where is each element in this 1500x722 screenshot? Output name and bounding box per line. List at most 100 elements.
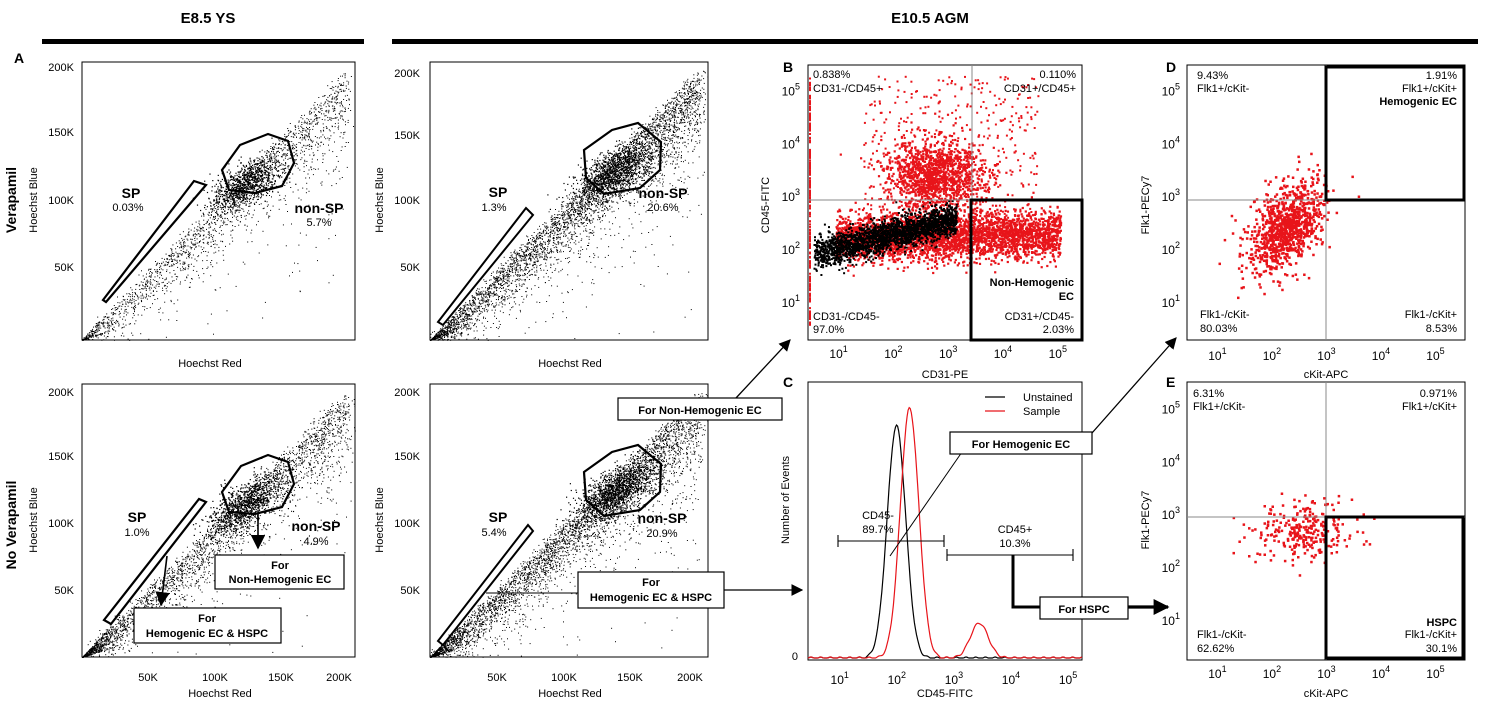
- event-dot: [149, 276, 150, 277]
- event-dot: [322, 162, 323, 163]
- event-dot: [236, 286, 237, 287]
- event-dot: [304, 161, 305, 162]
- event-dot: [203, 216, 204, 217]
- event-dot: [189, 231, 190, 232]
- event-dot: [333, 171, 334, 172]
- event-dot: [163, 262, 164, 263]
- event-dot: [345, 73, 346, 74]
- event-dot: [282, 155, 283, 156]
- event-dot: [327, 97, 328, 98]
- event-dot: [207, 268, 208, 269]
- event-dot: [105, 331, 106, 332]
- event-dot: [215, 252, 216, 253]
- event-dot: [270, 154, 271, 155]
- event-dot: [155, 276, 156, 277]
- event-dot: [166, 337, 167, 338]
- event-dot: [345, 77, 346, 78]
- event-dot: [253, 214, 254, 215]
- event-dot: [334, 142, 335, 143]
- event-dot: [220, 287, 221, 288]
- event-dot: [149, 269, 150, 270]
- event-dot: [343, 85, 344, 86]
- event-dot: [332, 96, 333, 97]
- event-dot: [112, 308, 113, 309]
- event-dot: [207, 323, 208, 324]
- event-dot: [330, 88, 331, 89]
- event-dot: [125, 320, 126, 321]
- event-dot: [178, 254, 179, 255]
- event-dot: [197, 238, 198, 239]
- event-dot: [150, 279, 151, 280]
- event-dot: [180, 263, 181, 264]
- event-dot: [196, 222, 197, 223]
- event-dot: [247, 242, 248, 243]
- event-dot: [335, 169, 336, 170]
- event-dot: [269, 191, 270, 192]
- event-dot: [188, 234, 189, 235]
- event-dot: [272, 162, 273, 163]
- event-dot: [311, 140, 312, 141]
- event-dot: [296, 159, 297, 160]
- event-dot: [289, 141, 290, 142]
- event-dot: [87, 333, 88, 334]
- event-dot: [170, 291, 171, 292]
- event-dot: [298, 245, 299, 246]
- event-dot: [336, 91, 337, 92]
- row-label-no-verapamil: No Verapamil: [3, 481, 19, 570]
- event-dot: [214, 253, 215, 254]
- event-dot: [228, 274, 229, 275]
- event-dot: [116, 307, 117, 308]
- event-dot: [197, 243, 198, 244]
- event-dot: [313, 174, 314, 175]
- event-dot: [177, 260, 178, 261]
- event-dot: [223, 222, 224, 223]
- event-dot: [294, 152, 295, 153]
- event-dot: [219, 233, 220, 234]
- event-dot: [242, 188, 243, 189]
- event-dot: [296, 133, 297, 134]
- event-dot: [182, 264, 183, 265]
- event-dot: [215, 244, 216, 245]
- event-dot: [132, 335, 133, 336]
- event-dot: [130, 300, 131, 301]
- event-dot: [272, 172, 273, 173]
- event-dot: [254, 203, 255, 204]
- event-dot: [181, 246, 182, 247]
- event-dot: [344, 132, 345, 133]
- event-dot: [336, 100, 337, 101]
- event-dot: [335, 126, 336, 127]
- event-dot: [205, 251, 206, 252]
- event-dot: [336, 102, 337, 103]
- event-dot: [336, 96, 337, 97]
- event-dot: [331, 88, 332, 89]
- event-dot: [189, 235, 190, 236]
- event-dot: [191, 243, 192, 244]
- event-dot: [98, 337, 99, 338]
- event-dot: [258, 221, 259, 222]
- event-dot: [109, 331, 110, 332]
- event-dot: [200, 241, 201, 242]
- event-dot: [156, 281, 157, 282]
- event-dot: [244, 264, 245, 265]
- event-dot: [278, 166, 279, 167]
- event-dot: [314, 102, 315, 103]
- event-dot: [217, 244, 218, 245]
- event-dot: [176, 276, 177, 277]
- event-dot: [338, 93, 339, 94]
- event-dot: [211, 264, 212, 265]
- event-dot: [322, 110, 323, 111]
- event-dot: [224, 222, 225, 223]
- event-dot: [208, 244, 209, 245]
- event-dot: [123, 296, 124, 297]
- event-dot: [179, 253, 180, 254]
- event-dot: [196, 234, 197, 235]
- event-dot: [305, 178, 306, 179]
- event-dot: [227, 224, 228, 225]
- event-dot: [121, 306, 122, 307]
- event-dot: [117, 302, 118, 303]
- event-dot: [239, 212, 240, 213]
- event-dot: [338, 86, 339, 87]
- event-dot: [298, 198, 299, 199]
- event-dot: [338, 161, 339, 162]
- event-dot: [208, 224, 209, 225]
